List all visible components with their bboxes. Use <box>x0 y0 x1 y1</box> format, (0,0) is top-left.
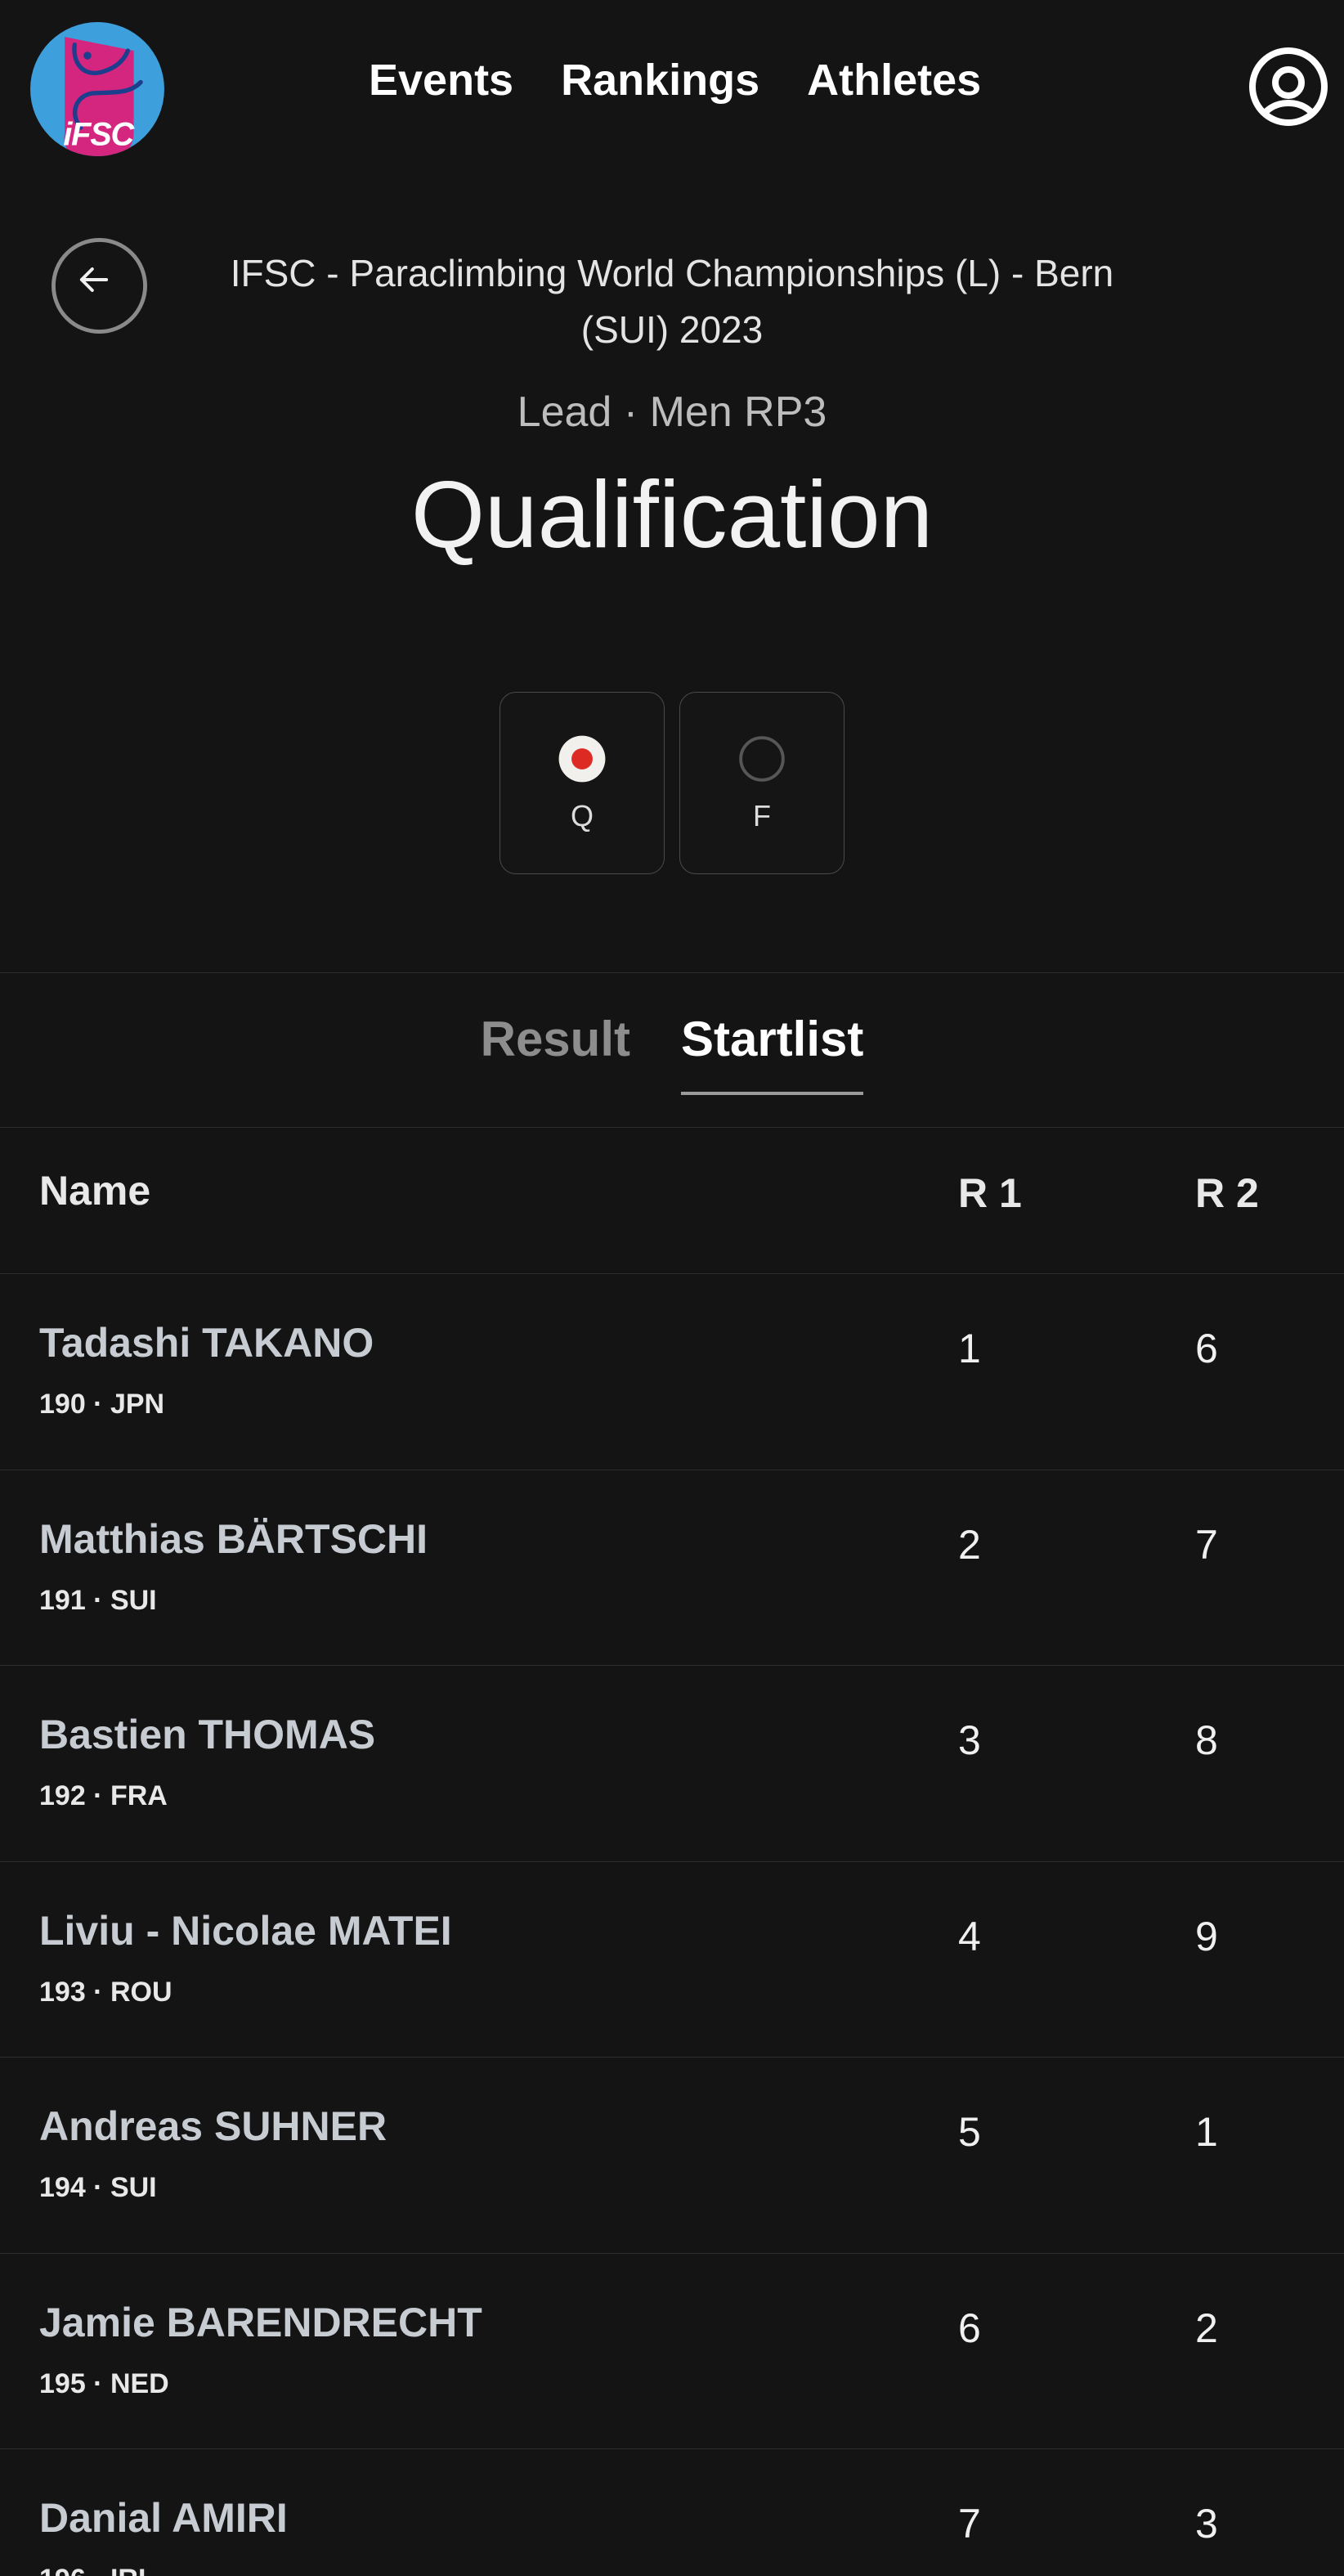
svg-text:iFSC: iFSC <box>63 117 135 153</box>
